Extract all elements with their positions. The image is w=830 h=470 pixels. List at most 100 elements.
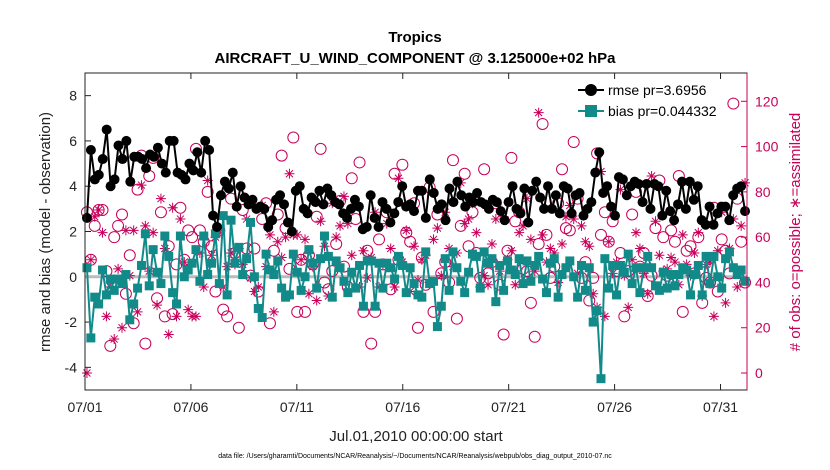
bias-point (604, 283, 614, 293)
possible-obs-point (559, 222, 572, 235)
bias-point (409, 279, 419, 289)
y-left-tick-label: 8 (69, 88, 77, 104)
bias-point (265, 265, 275, 275)
assimilated-obs-point (159, 243, 170, 254)
possible-obs-point (446, 154, 459, 167)
bias-point (327, 292, 337, 302)
bias-point (269, 270, 279, 280)
rmse-point (483, 203, 494, 214)
bias-point (421, 247, 431, 257)
assimilated-obs-point (631, 227, 642, 238)
rmse-point (101, 124, 112, 135)
bias-point (347, 267, 357, 277)
bias-point (530, 260, 540, 270)
bias-point (538, 274, 548, 284)
rmse-point (369, 212, 380, 223)
assimilated-obs-point (144, 266, 155, 277)
bias-point (230, 258, 240, 268)
assimilated-obs-point (132, 306, 143, 317)
bias-point (121, 270, 131, 280)
bias-point (249, 272, 259, 282)
rmse-point (661, 185, 672, 196)
assimilated-obs-point (319, 241, 330, 252)
rmse-point (424, 174, 435, 185)
bias-point (105, 274, 115, 284)
bias-point (129, 299, 139, 309)
possible-obs-point (373, 233, 386, 246)
bias-point (304, 245, 314, 255)
possible-obs-point (108, 231, 121, 244)
bias-point (319, 231, 329, 241)
rmse-point (393, 197, 404, 208)
assimilated-obs-point (732, 281, 743, 292)
rmse-point (692, 181, 703, 192)
rmse-point (188, 165, 199, 176)
rmse-point (212, 221, 223, 232)
assimilated-obs-point (128, 225, 139, 236)
rmse-point (141, 163, 152, 174)
rmse-point (334, 199, 345, 210)
assimilated-obs-point (677, 229, 688, 240)
bias-point (339, 276, 349, 286)
rmse-point (247, 194, 258, 205)
assimilated-obs-point (708, 311, 719, 322)
possible-obs-point (248, 242, 261, 255)
rmse-point (85, 144, 96, 155)
possible-obs-point (139, 337, 152, 350)
assimilated-obs-point (689, 248, 700, 259)
bias-point (740, 276, 750, 286)
bias-point (596, 374, 606, 384)
rmse-point (700, 219, 711, 230)
bias-point (475, 283, 485, 293)
assimilated-obs-point (335, 220, 346, 231)
y-right-tick-label: 80 (755, 184, 771, 200)
rmse-point (531, 176, 542, 187)
y-axis-right-ticks: 0 20 40 60 80 100 120 (741, 93, 779, 381)
assimilated-obs-point (346, 250, 357, 261)
rmse-point (566, 208, 577, 219)
bias-point (736, 265, 746, 275)
bias-point (518, 279, 528, 289)
bias-point (335, 263, 345, 273)
bias-point (448, 247, 458, 257)
bias-point (623, 249, 633, 259)
assimilated-obs-point (249, 286, 260, 297)
bias-point (631, 263, 641, 273)
assimilated-obs-point (202, 175, 213, 186)
rmse-point (641, 178, 652, 189)
possible-obs-point (583, 294, 596, 307)
possible-obs-point (388, 167, 401, 180)
bias-point (514, 254, 524, 264)
bias-point (635, 288, 645, 298)
bias-point (355, 260, 365, 270)
bias-point (639, 263, 649, 273)
bias-point (503, 256, 513, 266)
rmse-point (452, 176, 463, 187)
assimilated-obs-point (603, 236, 614, 247)
x-tick-label: 07/16 (385, 399, 420, 415)
possible-obs-point (735, 235, 748, 248)
x-axis-label: Jul.01,2010 00:00:00 start (329, 428, 503, 445)
bias-point (534, 251, 544, 261)
assimilated-obs-point (740, 177, 751, 188)
bias-point (300, 272, 310, 282)
assimilated-obs-point (401, 225, 412, 236)
possible-obs-point (676, 305, 689, 318)
bias-point (553, 292, 563, 302)
bias-point (351, 283, 361, 293)
chart-subtitle: AIRCRAFT_U_WIND_COMPONENT @ 3.125000e+02… (215, 50, 617, 67)
y-left-tick-label: 0 (69, 269, 77, 285)
rmse-point (468, 197, 479, 208)
rmse-point (436, 199, 447, 210)
assimilated-obs-point (693, 227, 704, 238)
rmse-point (409, 206, 420, 217)
bias-point (179, 272, 189, 282)
possible-obs-point (221, 310, 234, 323)
bias-point (246, 217, 255, 227)
bias-point (148, 245, 158, 255)
assimilated-obs-point (463, 214, 474, 225)
possible-obs-point (365, 337, 378, 350)
rmse-point (318, 199, 329, 210)
y-right-tick-label: 60 (755, 229, 771, 245)
assimilated-obs-point (167, 202, 178, 213)
